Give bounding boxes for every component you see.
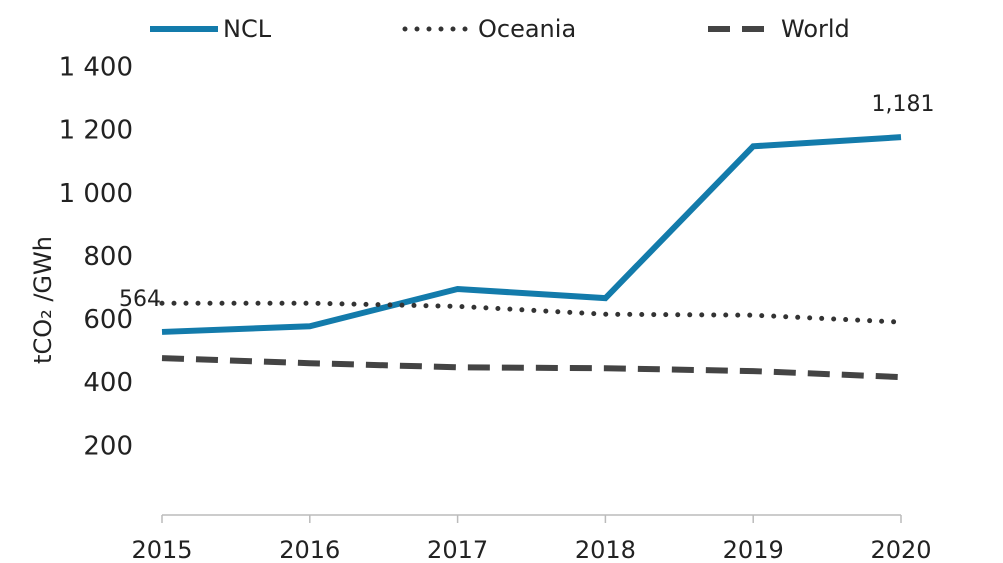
series-line xyxy=(159,300,904,325)
x-tick-label: 2020 xyxy=(870,536,931,563)
y-tick-label: 600 xyxy=(83,305,133,335)
y-tick-label: 1 000 xyxy=(59,179,133,209)
x-tick-label: 2016 xyxy=(279,536,340,563)
legend-label: NCL xyxy=(223,15,272,43)
x-tick-label: 2017 xyxy=(427,536,488,563)
data-label: 564 xyxy=(119,287,161,312)
x-tick-label: 2019 xyxy=(723,536,784,563)
y-tick-label: 1 400 xyxy=(59,53,133,83)
y-axis-title: tCO₂ /GWh xyxy=(29,236,57,364)
x-tick-label: 2015 xyxy=(131,536,192,563)
series-line xyxy=(161,134,902,335)
y-tick-label: 1 200 xyxy=(59,116,133,146)
data-label: 1,181 xyxy=(872,92,935,117)
y-tick-label: 200 xyxy=(83,431,133,461)
x-tick-label: 2018 xyxy=(575,536,636,563)
legend-label: World xyxy=(781,15,850,43)
y-tick-label: 400 xyxy=(83,368,133,398)
legend-label: Oceania xyxy=(478,15,576,43)
series-line xyxy=(161,355,902,381)
y-tick-label: 800 xyxy=(83,242,133,272)
